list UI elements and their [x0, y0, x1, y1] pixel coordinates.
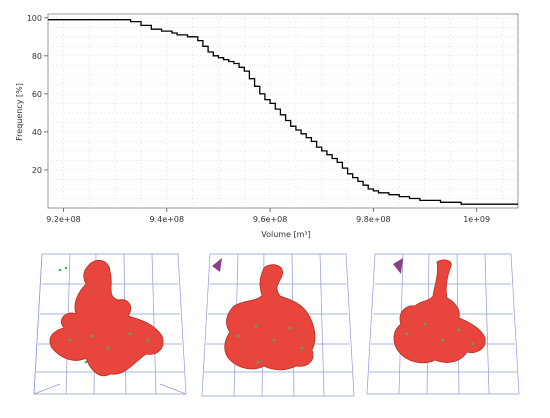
y-tick-label: 60	[32, 90, 42, 99]
isosurface-shape-3	[393, 259, 486, 364]
plot-area	[47, 13, 519, 209]
marker-points	[58, 266, 150, 364]
isosurface-render-1	[30, 244, 190, 409]
cumulative-frequency-chart: 9.2e+08 9.4e+08 9.6e+08 9.8e+08 1e+09 20 40 60 8…	[15, 13, 519, 239]
x-tick-label: 9.4e+08	[150, 215, 185, 224]
corner-marker-icon	[212, 258, 222, 272]
x-tick-label: 9.6e+08	[253, 215, 288, 224]
y-tick-label: 100	[27, 14, 42, 23]
corner-marker-icon	[393, 258, 403, 274]
x-tick-label: 1e+09	[463, 215, 490, 224]
x-axis-title: Volume [m³]	[261, 230, 311, 239]
frequency-step-line	[48, 19, 518, 205]
y-tick-label: 80	[32, 52, 42, 61]
marker-points	[405, 322, 475, 346]
y-tick-label: 40	[32, 128, 42, 137]
y-tick-label: 20	[32, 166, 42, 175]
axis-ticks: 9.2e+08 9.4e+08 9.6e+08 9.8e+08 1e+09 20 40 60 8…	[27, 14, 490, 224]
isosurface-shape-1	[49, 259, 164, 377]
grid-lines	[48, 14, 518, 208]
x-tick-label: 9.2e+08	[46, 215, 81, 224]
isosurface-render-2	[198, 244, 358, 409]
marker-points	[236, 324, 304, 364]
y-axis-title: Frequency [%]	[15, 83, 24, 141]
isosurface-shape-2	[224, 264, 316, 371]
isosurface-render-3	[363, 244, 523, 409]
x-tick-label: 9.8e+08	[356, 215, 391, 224]
